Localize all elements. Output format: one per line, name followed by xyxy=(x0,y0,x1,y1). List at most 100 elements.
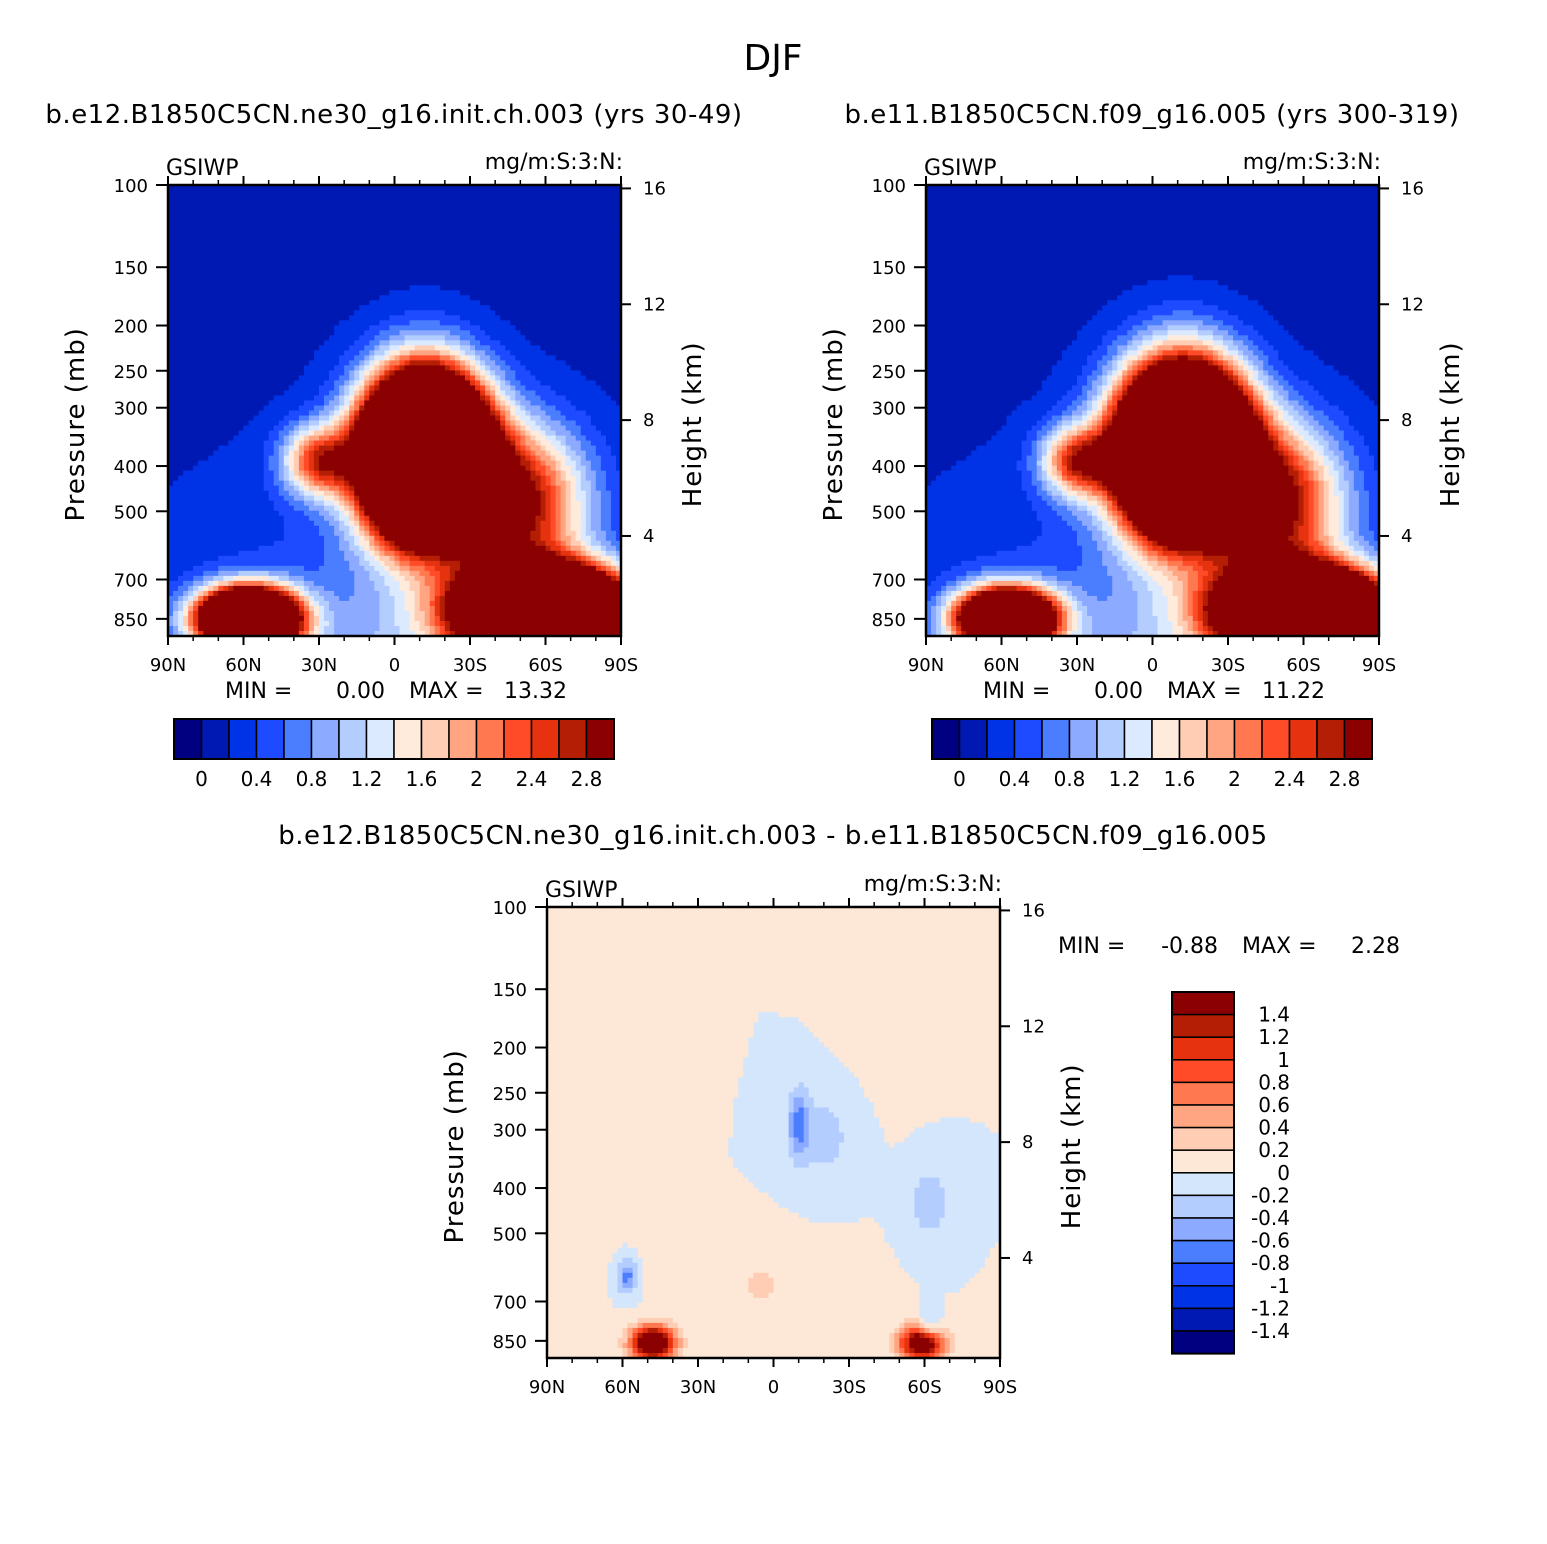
contour-cell xyxy=(213,325,219,331)
contour-cell xyxy=(168,350,174,356)
contour-cell xyxy=(530,295,537,301)
contour-cell xyxy=(268,410,275,417)
contour-cell xyxy=(495,305,501,311)
contour-cell xyxy=(605,385,612,392)
contour-cell xyxy=(329,335,335,341)
contour-cell xyxy=(510,420,516,427)
contour-cell xyxy=(530,410,537,417)
contour-cell xyxy=(273,295,280,301)
contour-cell xyxy=(188,370,194,377)
contour-cell xyxy=(475,260,481,266)
contour-cell xyxy=(419,430,426,437)
contour-cell xyxy=(233,260,240,266)
contour-cell xyxy=(258,225,265,231)
contour-cell xyxy=(354,345,360,351)
contour-cell xyxy=(273,240,280,246)
contour-cell xyxy=(454,395,461,402)
contour-cell xyxy=(495,345,501,351)
contour-cell xyxy=(444,335,451,341)
contour-cell xyxy=(520,320,526,326)
contour-cell xyxy=(364,245,370,251)
contour-cell xyxy=(238,410,245,417)
contour-cell xyxy=(459,215,466,221)
contour-cell xyxy=(283,435,290,442)
contour-cell xyxy=(384,435,391,442)
contour-cell xyxy=(198,385,204,392)
contour-cell xyxy=(399,355,406,361)
contour-cell xyxy=(475,400,481,407)
contour-cell xyxy=(444,240,451,246)
contour-cell xyxy=(545,430,552,437)
contour-cell xyxy=(459,400,466,407)
contour-cell xyxy=(585,275,592,281)
contour-cell xyxy=(288,430,295,437)
contour-cell xyxy=(263,225,270,231)
contour-cell xyxy=(173,385,179,392)
contour-cell xyxy=(394,345,401,351)
contour-cell xyxy=(168,410,174,417)
contour-cell xyxy=(369,435,375,442)
contour-cell xyxy=(560,405,567,412)
contour-cell xyxy=(480,260,486,266)
contour-cell xyxy=(525,245,531,251)
contour-cell xyxy=(258,240,265,246)
contour-cell xyxy=(545,345,552,351)
contour-cell xyxy=(359,260,365,266)
contour-cell xyxy=(490,295,496,301)
contour-cell xyxy=(590,275,597,281)
contour-cell xyxy=(303,350,310,356)
contour-cell xyxy=(510,325,516,331)
contour-cell xyxy=(384,350,391,356)
contour-cell xyxy=(500,345,506,351)
contour-cell xyxy=(203,260,209,266)
contour-cell xyxy=(424,410,431,417)
contour-cell xyxy=(454,275,461,281)
contour-cell xyxy=(475,240,481,246)
contour-cell xyxy=(238,440,245,447)
contour-cell xyxy=(464,430,471,437)
contour-cell xyxy=(429,225,436,231)
contour-cell xyxy=(359,245,365,251)
contour-cell xyxy=(464,290,471,296)
contour-cell xyxy=(434,295,441,301)
contour-cell xyxy=(545,205,552,211)
contour-cell xyxy=(183,405,189,412)
contour-cell xyxy=(510,415,516,422)
contour-cell xyxy=(550,270,557,276)
contour-cell xyxy=(590,365,597,372)
contour-cell xyxy=(198,365,204,372)
contour-cell xyxy=(424,300,431,306)
contour-cell xyxy=(369,360,375,366)
contour-cell xyxy=(414,455,421,462)
contour-cell xyxy=(515,215,521,221)
contour-cell xyxy=(379,290,386,296)
contour-cell xyxy=(168,210,174,216)
contour-cell xyxy=(590,285,597,291)
contour-cell xyxy=(429,205,436,211)
contour-cell xyxy=(429,315,436,321)
contour-cell xyxy=(530,370,537,377)
contour-cell xyxy=(248,380,255,387)
contour-cell xyxy=(570,265,577,271)
contour-cell xyxy=(243,195,250,201)
contour-cell xyxy=(303,365,310,372)
contour-cell xyxy=(384,365,391,372)
contour-cell xyxy=(485,380,491,387)
contour-cell xyxy=(293,270,300,276)
contour-cell xyxy=(379,230,386,236)
contour-cell xyxy=(168,255,174,261)
contour-cell xyxy=(560,270,567,276)
contour-cell xyxy=(354,375,360,382)
contour-cell xyxy=(198,225,204,231)
contour-cell xyxy=(349,235,355,241)
contour-cell xyxy=(480,300,486,306)
contour-cell xyxy=(298,275,305,281)
contour-cell xyxy=(490,395,496,402)
contour-cell xyxy=(434,290,441,296)
contour-cell xyxy=(313,405,320,412)
contour-cell xyxy=(525,285,531,291)
contour-cell xyxy=(369,300,375,306)
contour-cell xyxy=(339,265,345,271)
contour-cell xyxy=(580,225,587,231)
contour-cell xyxy=(178,350,184,356)
